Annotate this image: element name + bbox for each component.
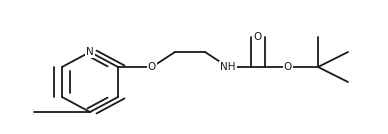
Text: NH: NH bbox=[220, 62, 236, 72]
Text: O: O bbox=[254, 32, 262, 42]
Text: O: O bbox=[148, 62, 156, 72]
Text: N: N bbox=[86, 47, 94, 57]
Text: O: O bbox=[284, 62, 292, 72]
